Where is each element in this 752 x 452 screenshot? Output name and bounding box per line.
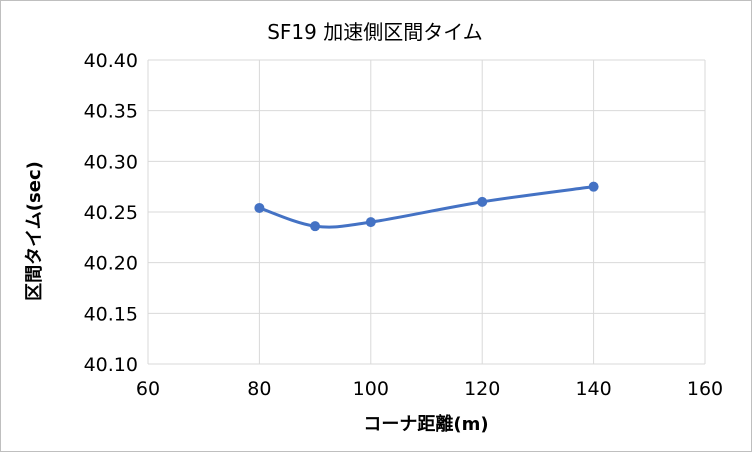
y-tick-label: 40.30 <box>84 151 138 173</box>
y-tick-label: 40.40 <box>84 50 138 72</box>
x-tick-label: 60 <box>136 378 160 400</box>
x-axis-label: コーナ距離(m) <box>363 413 488 435</box>
x-tick-label: 160 <box>687 378 723 400</box>
series-line <box>258 185 594 229</box>
data-point <box>365 217 376 228</box>
y-axis-label: 区間タイム(sec) <box>24 161 45 301</box>
x-tick-label: 100 <box>353 378 389 400</box>
x-tick-label: 80 <box>247 378 271 400</box>
x-axis-ticks: 60 80 100 120 140 160 <box>136 378 723 400</box>
data-point <box>254 202 265 213</box>
data-point <box>310 221 321 232</box>
y-tick-label: 40.35 <box>84 101 138 123</box>
y-axis-ticks: 40.40 40.35 40.30 40.25 40.20 40.15 40.10 <box>84 50 138 376</box>
y-tick-label: 40.10 <box>84 354 138 376</box>
data-point <box>477 196 488 207</box>
y-tick-label: 40.25 <box>84 202 138 224</box>
data-points <box>254 181 599 232</box>
x-tick-label: 140 <box>575 378 611 400</box>
y-tick-label: 40.20 <box>84 253 138 275</box>
x-tick-label: 120 <box>464 378 500 400</box>
chart-title: SF19 加速側区間タイム <box>267 20 483 44</box>
data-point <box>588 181 599 192</box>
y-tick-label: 40.15 <box>84 303 138 325</box>
